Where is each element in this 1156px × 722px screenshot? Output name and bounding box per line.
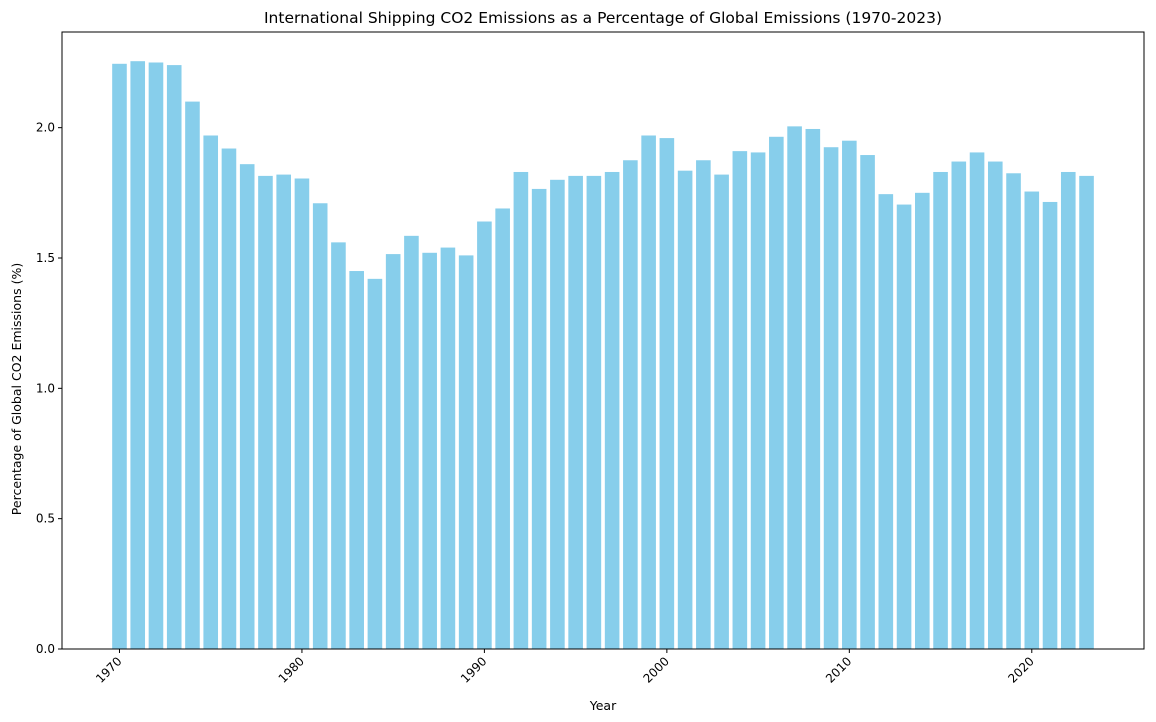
- bar-2015: [933, 171, 948, 650]
- plot-frame: [61, 31, 1145, 650]
- chart-title: International Shipping CO2 Emissions as …: [264, 9, 942, 27]
- bar-1989: [458, 255, 474, 649]
- bar-2009: [823, 147, 839, 649]
- bar-1994: [550, 179, 565, 650]
- bar-2010: [842, 140, 857, 649]
- bar-1996: [586, 175, 602, 649]
- bar-1972: [148, 62, 164, 649]
- bar-1973: [166, 65, 182, 650]
- bar-2003: [714, 174, 729, 649]
- y-axis-label: Percentage of Global CO2 Emissions (%): [9, 263, 24, 515]
- bar-2008: [805, 128, 821, 650]
- x-tick-label: 1990: [458, 654, 489, 685]
- bar-1970: [112, 63, 127, 650]
- bar-1988: [440, 247, 456, 649]
- bar-2007: [787, 126, 802, 650]
- bar-1995: [568, 175, 583, 649]
- bar-2011: [860, 155, 875, 650]
- y-tick-label: 0.0: [36, 642, 55, 656]
- bar-2001: [677, 170, 693, 649]
- bar-1991: [495, 208, 510, 649]
- bar-1981: [312, 203, 328, 649]
- bar-2016: [951, 161, 967, 650]
- bar-2023: [1079, 175, 1094, 649]
- x-tick-label: 1970: [93, 654, 124, 685]
- bar-1999: [641, 135, 656, 650]
- y-tick-label: 0.5: [36, 512, 55, 526]
- bar-1971: [130, 61, 146, 649]
- bar-1982: [331, 242, 346, 650]
- x-ticks-group: 1970 1980 1990 2000 2010 2020: [93, 649, 1037, 686]
- bar-1998: [623, 160, 638, 649]
- bar-1980: [294, 178, 310, 649]
- bar-2017: [969, 152, 985, 649]
- x-tick-label: 2010: [823, 654, 854, 685]
- bar-1978: [258, 175, 273, 649]
- bar-2019: [1006, 173, 1021, 649]
- bar-1992: [513, 171, 529, 650]
- bar-1977: [239, 164, 255, 649]
- x-tick-label: 2020: [1005, 654, 1036, 685]
- bar-2022: [1060, 171, 1076, 650]
- x-tick-label: 2000: [640, 654, 671, 685]
- x-tick-label: 1980: [276, 654, 307, 685]
- bar-2004: [732, 151, 748, 649]
- bar-2013: [896, 204, 912, 649]
- bar-1979: [276, 174, 291, 649]
- bar-2018: [987, 161, 1003, 650]
- bar-1987: [422, 252, 437, 650]
- axes-group: [61, 31, 1145, 650]
- bar-1993: [531, 188, 547, 650]
- bar-1976: [221, 148, 237, 649]
- x-axis-label: Year: [589, 698, 617, 713]
- bar-2012: [878, 194, 894, 649]
- bar-2021: [1042, 201, 1058, 649]
- bar-2020: [1024, 191, 1040, 649]
- y-tick-label: 2.0: [36, 121, 55, 135]
- bar-1997: [604, 171, 620, 650]
- bar-1985: [385, 254, 401, 649]
- y-tick-label: 1.0: [36, 381, 55, 395]
- bar-1983: [349, 271, 364, 649]
- bar-1986: [404, 235, 419, 649]
- bar-2006: [769, 136, 784, 650]
- bar-1975: [203, 135, 219, 650]
- bar-2000: [659, 138, 675, 649]
- bar-1974: [185, 101, 200, 650]
- bar-2014: [915, 192, 930, 649]
- bar-1990: [477, 221, 492, 649]
- y-ticks-group: 0.0 0.5 1.0 1.5 2.0: [36, 121, 62, 656]
- bar-2002: [696, 160, 711, 649]
- bar-1984: [367, 278, 383, 649]
- y-tick-label: 1.5: [36, 251, 55, 265]
- bars-group: [112, 61, 1094, 650]
- bar-2005: [750, 152, 766, 649]
